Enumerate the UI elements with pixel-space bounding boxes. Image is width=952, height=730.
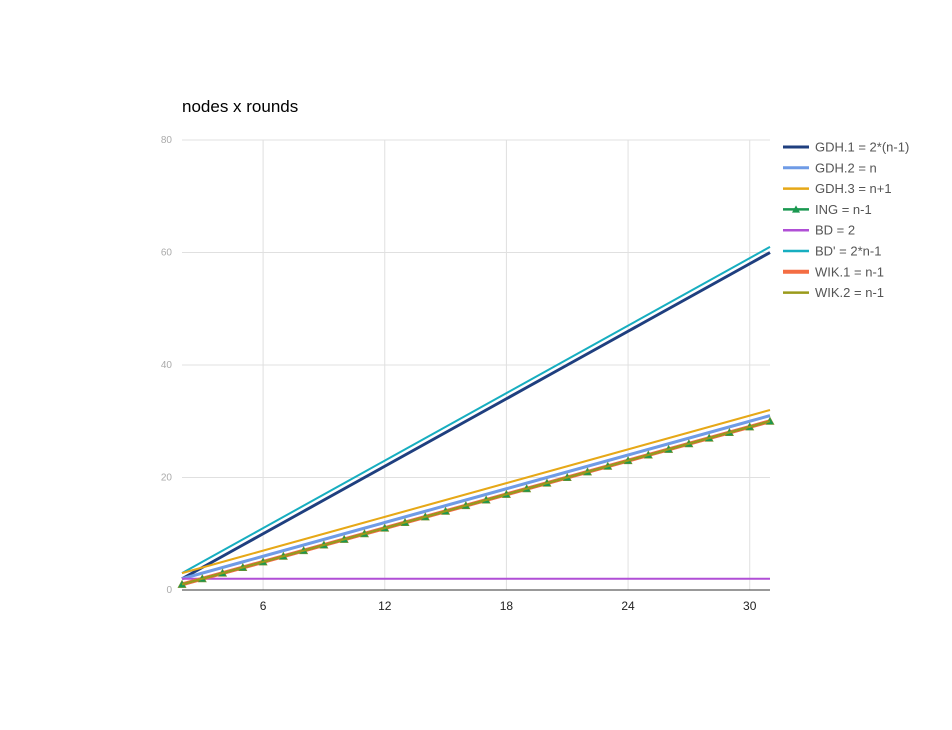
legend-label: BD' = 2*n-1 [815, 244, 881, 259]
series-line [181, 409, 771, 575]
y-tick-label: 60 [161, 248, 173, 259]
legend: GDH.1 = 2*(n-1) GDH.2 = n GDH.3 = n+1 ING =… [783, 140, 909, 300]
x-tick-label: 30 [743, 599, 757, 613]
legend-label: BD = 2 [815, 223, 855, 238]
legend-label: GDH.1 = 2*(n-1) [815, 140, 909, 155]
x-tick-label: 6 [260, 599, 267, 613]
y-tick-label: 80 [161, 135, 173, 146]
series-line [181, 414, 771, 581]
legend-marker [792, 205, 800, 213]
series-line [181, 251, 771, 581]
series-line [181, 246, 771, 575]
legend-label: GDH.3 = n+1 [815, 181, 892, 196]
legend-label: ING = n-1 [815, 202, 872, 217]
grid [182, 139, 770, 590]
axes: 0 20 40 60 80 6 12 18 24 30 [161, 135, 770, 613]
chart-title: nodes x rounds [182, 97, 298, 116]
x-tick-label: 18 [500, 599, 514, 613]
x-tick-label: 24 [621, 599, 635, 613]
legend-label: GDH.2 = n [815, 160, 877, 175]
y-tick-label: 40 [161, 360, 173, 371]
legend-label: WIK.1 = n-1 [815, 264, 884, 279]
x-tick-label: 12 [378, 599, 392, 613]
y-tick-label: 0 [166, 585, 172, 596]
y-tick-label: 20 [161, 473, 173, 484]
legend-label: WIK.2 = n-1 [815, 285, 884, 300]
series-line [181, 420, 771, 586]
series-lines [177, 246, 775, 588]
